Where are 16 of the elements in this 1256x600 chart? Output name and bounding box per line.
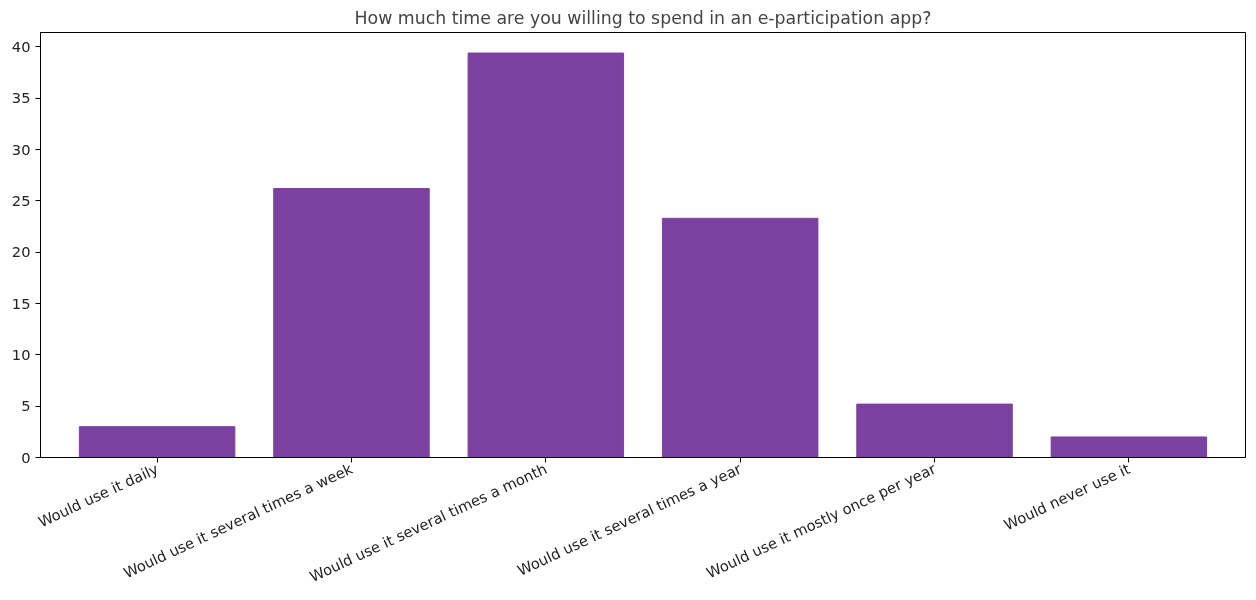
y-tick-label: 15 (11, 294, 31, 312)
y-tick-label: 0 (21, 448, 31, 466)
bar (856, 403, 1013, 458)
y-tick-label: 30 (11, 140, 31, 158)
bar (661, 217, 819, 458)
y-tick-label: 20 (11, 243, 31, 261)
y-tick-label: 5 (21, 397, 31, 415)
bar (1050, 436, 1208, 458)
bar (467, 52, 625, 458)
bar (78, 426, 236, 458)
y-tick-label: 40 (11, 37, 31, 55)
chart-title: How much time are you willing to spend in an e-participation app? (354, 7, 932, 28)
bar (273, 188, 430, 458)
y-tick-label: 35 (11, 89, 31, 107)
y-tick-label: 10 (11, 345, 31, 363)
y-tick-label: 25 (11, 191, 31, 209)
